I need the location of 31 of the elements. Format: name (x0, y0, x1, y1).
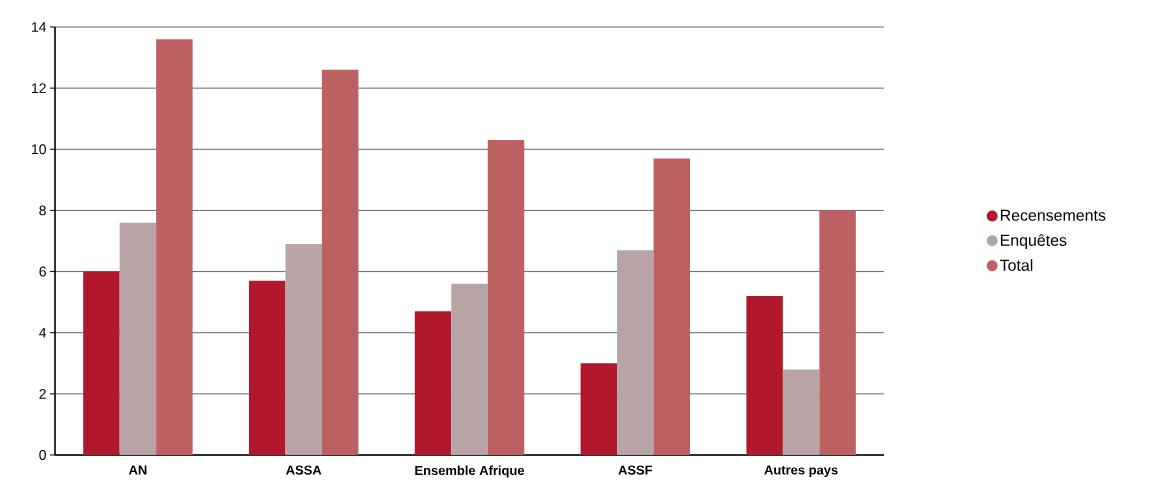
y-tick-label: 6 (39, 266, 46, 277)
bar (156, 39, 193, 455)
bar (487, 140, 525, 455)
x-tick-label: ASSF (618, 465, 653, 475)
bar (83, 271, 120, 455)
y-tick-label: 4 (39, 327, 47, 338)
x-tick-label: Ensemble Afrique (415, 465, 525, 478)
bar (119, 222, 157, 455)
bar (819, 210, 856, 455)
y-tick-label: 12 (32, 83, 46, 94)
y-tick-label: 14 (32, 22, 47, 32)
bar (285, 244, 322, 455)
legend-label: Total (999, 259, 1033, 271)
y-tick-label: 10 (32, 144, 46, 155)
x-tick-label: ASSA (286, 465, 322, 475)
bar (782, 369, 820, 455)
bar (746, 296, 783, 455)
bar (580, 363, 618, 455)
bar (617, 250, 654, 455)
y-tick-label: 2 (39, 388, 46, 399)
legend-label: Recensements (1000, 209, 1106, 221)
bar (414, 311, 452, 455)
x-tick-label: Autres pays (764, 465, 838, 478)
x-tick-label: AN (128, 465, 147, 475)
y-tick-label: 0 (39, 450, 46, 460)
bar (653, 158, 691, 455)
bar (248, 280, 286, 455)
legend-label: Enquêtes (1000, 234, 1067, 250)
bar (321, 69, 359, 455)
bar (451, 283, 488, 455)
y-tick-label: 8 (39, 205, 46, 216)
